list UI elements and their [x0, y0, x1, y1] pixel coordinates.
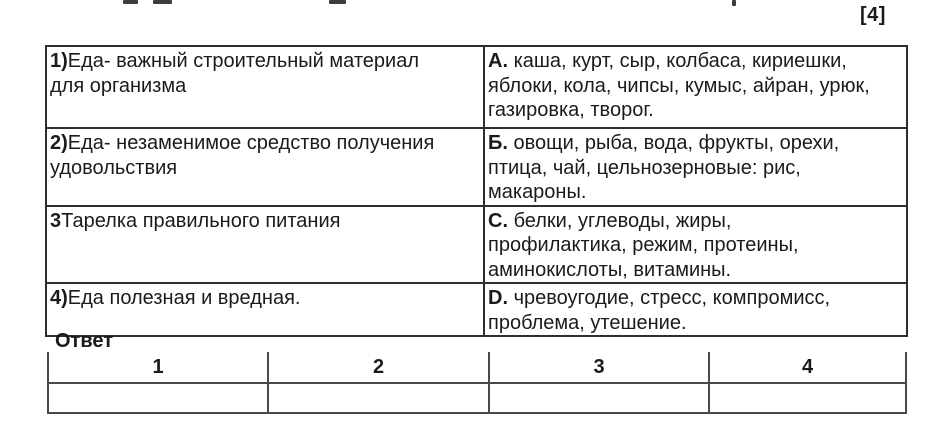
option-text: птица, чай, цельнозерновые: рис,	[488, 156, 801, 179]
option-letter: D.	[488, 287, 508, 309]
match-option-cell: Б. овощи, рыба, вода, фрукты, орехи, птиц…	[483, 127, 908, 207]
option-text: чревоугодие, стресс, компромисс,	[513, 287, 831, 309]
option-text: овощи, рыба, вода, фрукты, орехи,	[513, 132, 840, 154]
answer-column-header: 1	[47, 352, 269, 384]
option-text: белки, углеводы, жиры,	[513, 209, 732, 232]
option-letter: С.	[488, 209, 508, 232]
item-number: 1)	[50, 50, 68, 72]
cropped-text-artifact	[732, 0, 736, 6]
option-text: аминокислоты, витамины.	[488, 258, 732, 281]
table-row: 2)Еда- незаменимое средство получения удо…	[45, 127, 908, 207]
item-number: 2)	[50, 132, 68, 154]
answer-label: Ответ	[55, 330, 114, 352]
answer-column-header: 4	[708, 352, 907, 384]
option-text: яблоки, кола, чипсы, кумыс, айран, урюк,	[488, 74, 870, 97]
option-text: каша, курт, сыр, колбаса, кириешки,	[513, 50, 847, 72]
option-text: проблема, утешение.	[488, 311, 687, 334]
cropped-text-artifact	[329, 0, 346, 4]
answer-input-cell[interactable]	[488, 383, 710, 414]
table-row: 1)Еда- важный строительный материал для о…	[45, 45, 908, 129]
match-item-cell: 1)Еда- важный строительный материал для о…	[45, 45, 485, 129]
cropped-text-artifact	[123, 0, 138, 4]
answer-header-row: 1 2 3 4	[47, 352, 907, 384]
item-number: 3	[50, 209, 62, 232]
match-option-cell: А. каша, курт, сыр, колбаса, кириешки, яб…	[483, 45, 908, 129]
item-number: 4)	[50, 287, 68, 309]
answer-input-cell[interactable]	[267, 383, 490, 414]
table-row: 4)Еда полезная и вредная. D. чревоугодие…	[45, 282, 908, 337]
item-text: Еда- важный строительный материал	[67, 50, 419, 72]
matching-table: 1)Еда- важный строительный материал для о…	[45, 45, 908, 337]
match-item-cell: 4)Еда полезная и вредная.	[45, 282, 485, 337]
item-text: Тарелка правильного питания	[61, 209, 341, 232]
answer-input-cell[interactable]	[47, 383, 269, 414]
item-text: Еда полезная и вредная.	[67, 287, 301, 309]
match-item-cell: 3Тарелка правильного питания	[45, 204, 485, 284]
answer-column-header: 3	[488, 352, 710, 384]
option-text: газировка, творог.	[488, 99, 654, 121]
option-text: макароны.	[488, 181, 587, 203]
answer-column-header: 2	[267, 352, 490, 384]
answer-table: 1 2 3 4	[47, 352, 907, 414]
item-text: Еда- незаменимое средство получения	[67, 132, 435, 154]
item-text: для организма	[50, 74, 187, 97]
option-letter: А.	[488, 50, 508, 72]
points-badge: [4]	[860, 4, 886, 26]
match-option-cell: С. белки, углеводы, жиры, профилактика, р…	[483, 204, 908, 284]
match-item-cell: 2)Еда- незаменимое средство получения удо…	[45, 127, 485, 207]
cropped-text-artifact	[153, 0, 172, 4]
table-row: 3Тарелка правильного питания С. белки, у…	[45, 204, 908, 284]
option-text: профилактика, режим, протеины,	[488, 234, 799, 256]
match-option-cell: D. чревоугодие, стресс, компромисс, пробл…	[483, 282, 908, 337]
option-letter: Б.	[488, 132, 508, 154]
item-text: удовольствия	[50, 156, 178, 179]
answer-input-row	[47, 383, 907, 414]
answer-input-cell[interactable]	[708, 383, 907, 414]
